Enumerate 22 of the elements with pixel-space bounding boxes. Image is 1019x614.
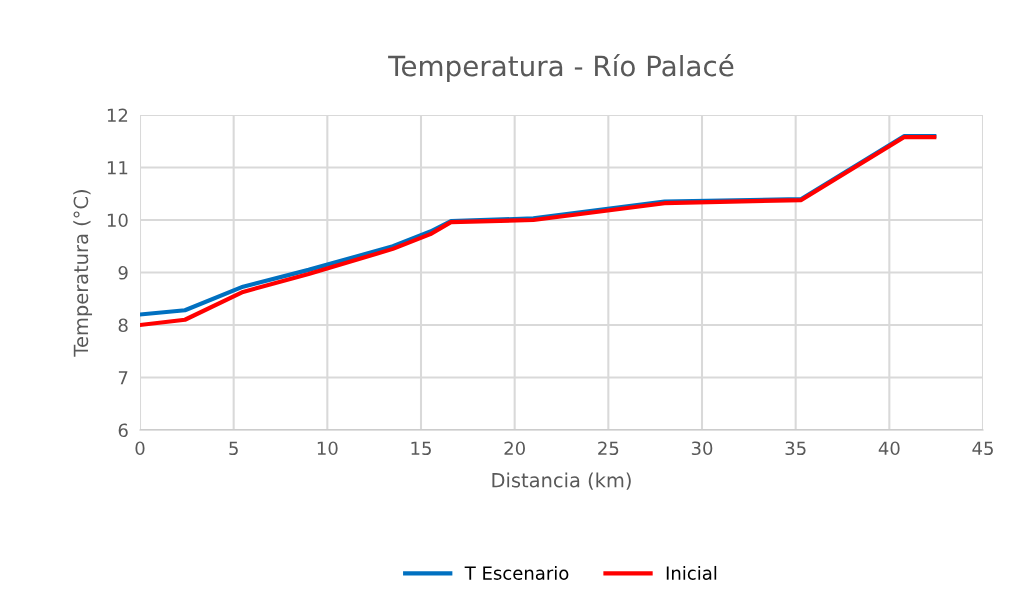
x-tick-label: 15	[411, 441, 431, 456]
y-tick-label: 6	[118, 423, 128, 438]
x-tick-label: 25	[598, 441, 619, 456]
x-tick-label: 10	[317, 441, 338, 456]
x-tick-label: 20	[504, 441, 525, 456]
x-tick-label: 0	[135, 441, 145, 456]
x-tick-label: 40	[878, 441, 900, 456]
x-tick-label: 45	[972, 441, 993, 456]
x-tick-label: 30	[691, 441, 713, 456]
chart-title: Temperatura - Río Palacé	[388, 53, 734, 82]
y-tick-label: 8	[118, 318, 128, 333]
x-axis-title: Distancia (km)	[492, 472, 631, 490]
y-tick-label: 7	[118, 371, 128, 385]
legend-label: Inicial	[666, 565, 717, 580]
y-tick-label: 12	[107, 108, 128, 122]
x-tick-label: 5	[229, 441, 238, 456]
y-tick-label: 9	[118, 265, 128, 280]
legend-label: T Escenario	[464, 565, 569, 580]
x-tick-label: 35	[785, 441, 806, 456]
y-tick-label: 11	[107, 161, 128, 175]
y-axis-title: Temperatura (°C)	[73, 190, 93, 357]
y-tick-label: 10	[107, 213, 128, 228]
